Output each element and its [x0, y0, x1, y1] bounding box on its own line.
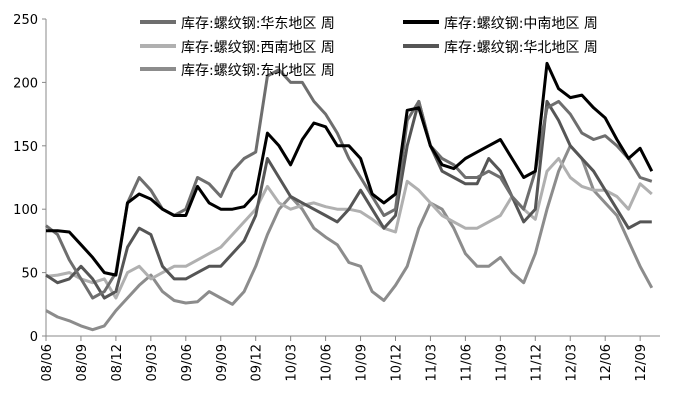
legend-label: 库存:螺纹钢:东北地区 周: [181, 63, 335, 79]
x-tick-label: 09/06: [180, 344, 195, 381]
y-tick-label: 250: [13, 13, 38, 28]
axes: 0 50 100 150 200 250 08/06 08/09 08/12 09/03 09/06…: [13, 13, 660, 381]
series-line-1: [46, 61, 654, 277]
x-tick-label: 11/09: [494, 344, 509, 381]
x-tick-label: 10/12: [390, 344, 405, 381]
x-tick-label: 08/09: [75, 344, 90, 381]
x-tick-label: 09/12: [250, 344, 265, 381]
x-tick-label: 11/03: [424, 344, 439, 381]
x-tick-label: 11/06: [459, 344, 474, 381]
x-tick-label: 10/06: [320, 344, 335, 381]
legend: 库存:螺纹钢:华东地区 周库存:螺纹钢:中南地区 周库存:螺纹钢:西南地区 周库…: [140, 16, 598, 79]
y-tick-label: 100: [13, 203, 38, 218]
legend-label: 库存:螺纹钢:中南地区 周: [444, 16, 598, 32]
legend-label: 库存:螺纹钢:西南地区 周: [181, 40, 335, 56]
x-tick-label: 08/12: [110, 344, 125, 381]
series-line-4: [45, 144, 654, 332]
x-tick-label: 09/09: [215, 344, 230, 381]
series-line-3: [45, 99, 652, 300]
x-tick-label: 12/09: [634, 344, 649, 381]
y-tick-label: 150: [13, 140, 38, 155]
legend-label: 库存:螺纹钢:华东地区 周: [181, 16, 335, 32]
x-tick-label: 08/06: [40, 344, 55, 381]
x-tick-label: 10/09: [355, 344, 370, 381]
y-tick-label: 200: [13, 76, 38, 91]
series-line-0: [45, 68, 653, 300]
x-tick-label: 12/06: [599, 344, 614, 381]
x-tick-label: 09/03: [145, 344, 160, 381]
x-tick-label: 12/03: [564, 344, 579, 381]
y-tick-label: 0: [30, 330, 38, 345]
legend-label: 库存:螺纹钢:华北地区 周: [444, 40, 598, 56]
x-tick-label: 10/03: [285, 344, 300, 381]
series-lines: [45, 61, 654, 332]
x-tick-label: 11/12: [529, 344, 544, 381]
y-tick-label: 50: [21, 267, 38, 282]
